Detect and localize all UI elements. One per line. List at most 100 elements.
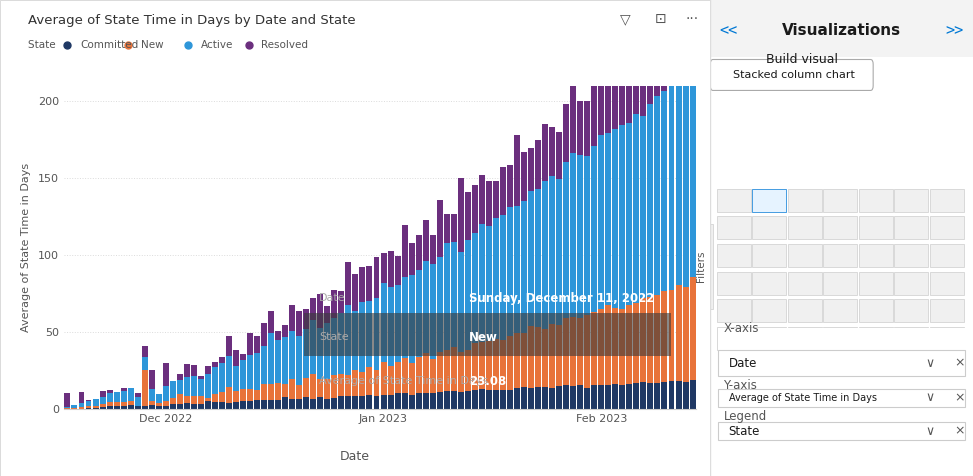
Bar [121,402,126,407]
Bar [563,104,569,162]
Bar [387,288,393,366]
Bar [156,403,162,406]
Bar [339,291,344,313]
Bar [254,336,260,353]
Bar [219,392,225,402]
FancyBboxPatch shape [894,189,928,212]
Bar [219,357,225,363]
Bar [444,391,450,409]
FancyBboxPatch shape [929,299,964,322]
Bar [437,200,443,257]
Bar [514,206,520,333]
Bar [107,390,113,394]
Bar [627,123,632,306]
Bar [198,397,204,404]
FancyBboxPatch shape [752,272,786,295]
Bar [528,327,534,388]
Bar [99,397,105,404]
Bar [395,362,401,393]
Bar [690,277,696,380]
FancyBboxPatch shape [717,272,751,295]
Bar [528,388,534,409]
Bar [535,327,541,387]
FancyBboxPatch shape [859,217,893,239]
Bar [415,270,421,357]
Bar [528,191,534,327]
Bar [507,337,513,390]
Bar [345,375,351,396]
Bar [184,403,190,409]
Bar [535,140,541,189]
Bar [450,347,456,391]
Bar [465,391,471,409]
FancyBboxPatch shape [752,217,786,239]
Bar [296,336,303,385]
Bar [107,394,113,402]
Bar [500,215,506,340]
Bar [612,308,618,384]
Bar [395,285,401,362]
Text: Stacked column chart: Stacked column chart [734,69,855,80]
Bar [535,387,541,409]
Text: New: New [469,331,498,344]
Bar [450,391,456,409]
FancyBboxPatch shape [718,328,965,357]
FancyBboxPatch shape [823,299,857,322]
Bar [521,152,527,200]
Bar [296,399,303,409]
Bar [142,357,148,370]
Bar [261,384,268,400]
Bar [655,295,661,383]
Bar [254,353,260,390]
Bar [289,379,295,398]
Bar [542,124,548,181]
FancyBboxPatch shape [718,422,965,440]
Bar [121,391,126,402]
Bar [500,390,506,409]
Bar [269,384,274,400]
Bar [240,354,246,360]
FancyBboxPatch shape [788,272,822,295]
Bar [142,370,148,406]
Bar [402,358,408,393]
Bar [233,350,239,366]
Bar [99,407,105,409]
Bar [570,317,576,386]
Bar [198,404,204,409]
Bar [472,234,478,343]
Text: Sunday, December 11, 2022: Sunday, December 11, 2022 [469,291,655,305]
FancyBboxPatch shape [710,0,973,57]
Bar [633,383,639,409]
Bar [275,400,281,409]
Bar [240,360,246,389]
Bar [64,407,70,408]
Bar [430,236,436,264]
Bar [275,383,281,400]
Bar [457,178,464,252]
Bar [149,389,155,401]
Bar [640,298,646,382]
Bar [472,185,478,234]
Bar [324,378,330,398]
Bar [668,4,674,77]
Bar [675,78,681,285]
Text: Committed: Committed [80,40,138,50]
Bar [240,389,246,401]
Bar [655,96,661,295]
Bar [261,346,268,384]
Text: ···: ··· [686,12,699,26]
FancyBboxPatch shape [718,350,965,376]
Bar [592,312,597,385]
Bar [149,369,155,389]
Bar [226,337,232,356]
Text: >>: >> [946,23,963,39]
Bar [304,397,309,409]
Bar [584,101,591,156]
Bar [269,311,274,333]
Bar [205,366,211,374]
FancyBboxPatch shape [929,327,964,350]
FancyBboxPatch shape [894,217,928,239]
Bar [332,376,338,398]
Bar [92,399,98,406]
Bar [640,39,646,116]
